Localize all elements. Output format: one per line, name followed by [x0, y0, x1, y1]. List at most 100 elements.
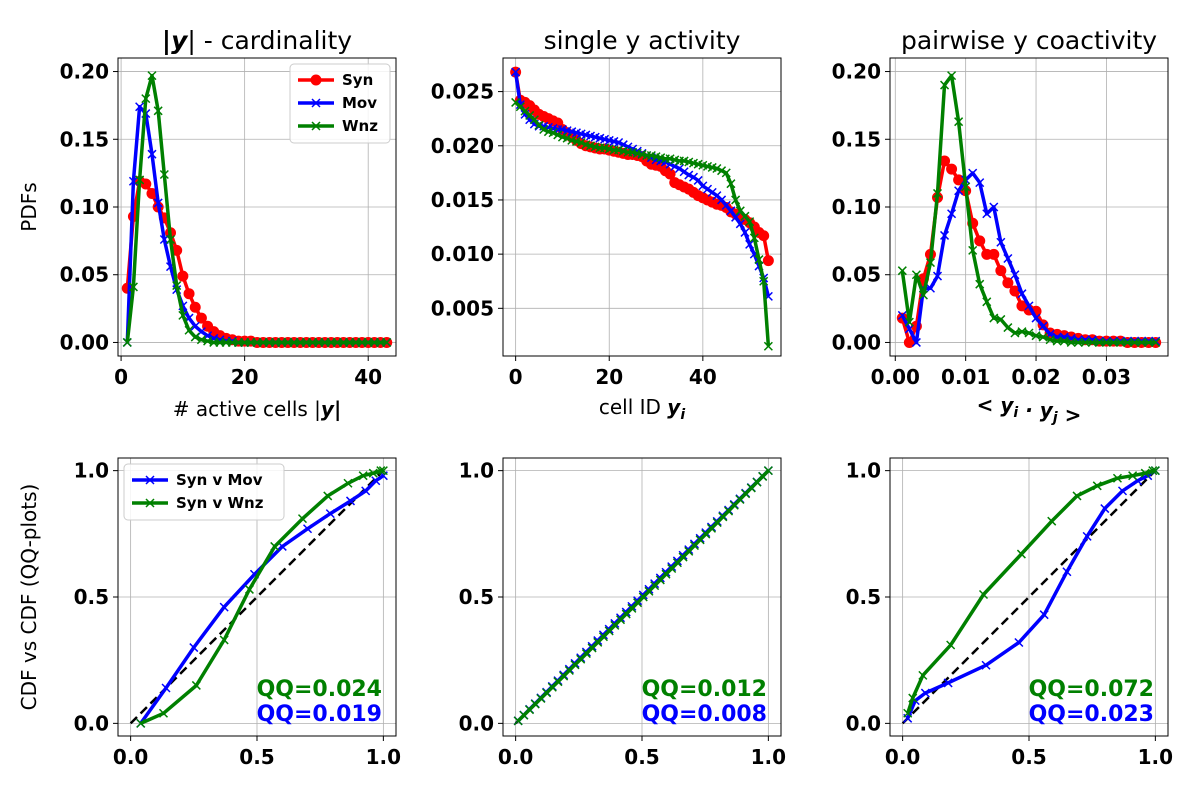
data-point	[1052, 336, 1062, 346]
data-point	[989, 313, 999, 323]
data-point	[368, 468, 378, 478]
data-point	[219, 635, 229, 645]
data-point	[178, 310, 188, 320]
data-point	[191, 680, 201, 690]
data-point	[981, 660, 991, 670]
data-point	[904, 317, 914, 327]
data-point	[219, 602, 229, 612]
data-point	[762, 255, 774, 267]
data-point	[726, 206, 736, 216]
data-point	[1073, 337, 1083, 347]
data-point	[946, 163, 958, 175]
x-tick-label: 0.0	[498, 745, 533, 769]
data-point	[122, 337, 132, 347]
data-point	[153, 198, 163, 208]
data-point	[758, 230, 770, 242]
data-point	[1017, 327, 1027, 337]
x-tick-label: 40	[354, 365, 382, 389]
y-tick-label: 0.15	[832, 127, 881, 151]
legend: Syn Mov Wnz	[289, 63, 391, 144]
series-line-syn-v-wnz	[906, 468, 1156, 714]
data-point	[1024, 328, 1034, 338]
data-point	[904, 324, 914, 334]
data-point	[303, 524, 313, 534]
x-tick-label: 0.0	[113, 745, 148, 769]
x-tick-label: 1.0	[751, 745, 786, 769]
legend-box	[123, 463, 285, 521]
data-point	[731, 195, 741, 205]
data-point	[511, 67, 521, 77]
data-point	[1148, 466, 1158, 476]
qq-annotation: QQ=0.023	[1029, 702, 1154, 727]
y-tick-label: 0.10	[832, 195, 881, 219]
x-axis-label: # active cells |y|	[173, 397, 342, 421]
data-point	[721, 168, 731, 178]
data-point	[361, 486, 371, 496]
data-point	[940, 80, 950, 90]
axes-frame	[502, 457, 782, 737]
data-point	[982, 209, 992, 219]
data-point	[161, 683, 171, 693]
y-tick-label: 0.05	[832, 263, 881, 287]
y-tick-label: 0.015	[431, 188, 494, 212]
y-tick-label: 0.0	[74, 711, 109, 735]
chart-title: pairwise y coactivity	[901, 26, 1157, 55]
data-point	[1151, 337, 1161, 347]
data-point	[141, 94, 151, 104]
data-point	[576, 137, 586, 148]
data-point	[378, 466, 388, 476]
data-point	[1002, 277, 1014, 289]
data-point	[343, 478, 353, 488]
data-point	[1117, 486, 1128, 496]
x-tick-label: 1.0	[366, 745, 401, 769]
y-tick-label: 1.0	[846, 459, 881, 483]
data-point	[911, 337, 921, 347]
plot-area	[129, 466, 388, 728]
data-point	[975, 178, 985, 188]
data-point	[1144, 337, 1154, 347]
data-point	[548, 128, 558, 138]
legend: Syn v Mov Syn v Wnz	[123, 463, 285, 521]
data-point	[172, 281, 182, 291]
plot-area	[510, 66, 774, 351]
legend-marker	[311, 98, 321, 108]
data-point	[1082, 531, 1092, 541]
data-point	[932, 188, 943, 198]
chart-p4: 0.0 0.5 1.0 0.0 0.5 1.0 CDF vs CDF (QQ-plots) Q…	[17, 457, 401, 769]
data-point	[325, 509, 335, 519]
legend-label: Syn v Wnz	[176, 494, 264, 512]
y-tick-label: 0.0	[846, 711, 881, 735]
data-point	[947, 209, 957, 219]
y-tick-label: 0.15	[60, 127, 109, 151]
data-point	[1072, 491, 1082, 501]
data-point	[244, 584, 254, 594]
data-point	[1017, 289, 1027, 299]
legend-label: Syn	[342, 71, 373, 89]
x-tick-label: 0.02	[1011, 365, 1060, 389]
data-point	[1112, 473, 1122, 483]
data-point	[1108, 337, 1118, 347]
data-point	[754, 255, 764, 265]
x-tick-label: 0.5	[1011, 745, 1046, 769]
data-point	[684, 170, 694, 180]
y-tick-label: 0.20	[832, 60, 881, 84]
x-tick-label: 0	[114, 365, 128, 389]
data-point	[1100, 504, 1110, 514]
axes-frame	[502, 57, 782, 357]
data-point	[158, 708, 169, 718]
data-point	[1024, 301, 1034, 311]
diagonal-reference-line	[901, 469, 1157, 725]
data-point	[189, 643, 199, 653]
data-point	[903, 336, 915, 348]
data-point	[562, 133, 572, 143]
data-point	[664, 168, 676, 180]
qq-annotation: QQ=0.019	[257, 702, 382, 727]
y-tick-label: 0.0	[459, 711, 494, 735]
data-point	[1047, 516, 1057, 526]
data-point	[943, 678, 953, 688]
series-line-wnz	[514, 101, 771, 347]
data-point	[147, 71, 157, 81]
legend-marker	[310, 74, 322, 86]
data-point	[371, 476, 381, 486]
